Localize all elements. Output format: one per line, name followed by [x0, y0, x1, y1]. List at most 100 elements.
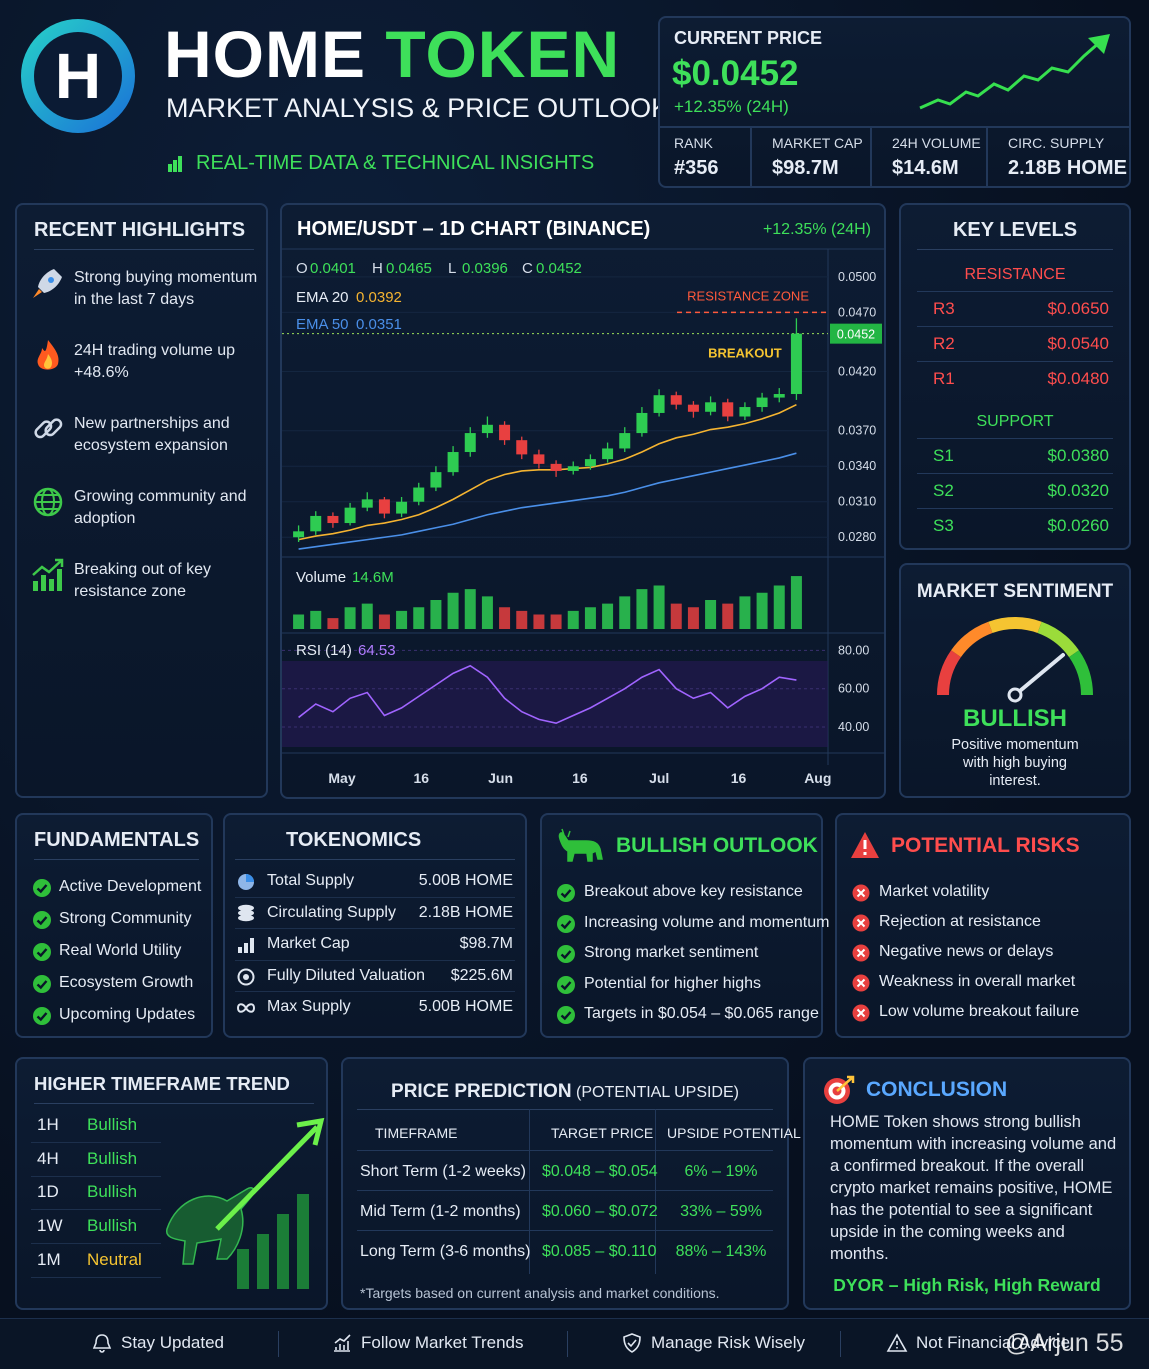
tokenomics-icon — [238, 904, 254, 921]
icon-check — [560, 889, 572, 899]
candle-body — [447, 452, 459, 473]
icon-bar — [244, 943, 248, 954]
gauge-arc — [937, 650, 962, 696]
icon-bar — [250, 938, 254, 954]
conclusion-tagline: DYOR – High Risk, High Reward — [833, 1275, 1101, 1295]
trend-bar — [277, 1214, 289, 1289]
bullish-item: Strong market sentiment — [584, 944, 759, 961]
trend-status: Bullish — [87, 1182, 138, 1202]
row-rule — [31, 1243, 161, 1245]
stat-divider — [986, 128, 988, 188]
coin-stack — [238, 909, 254, 916]
volume-bar — [790, 576, 802, 629]
candle-body — [499, 424, 511, 441]
check-icon — [557, 945, 575, 963]
gauge-arc — [951, 621, 993, 658]
icon-x — [856, 1008, 866, 1018]
row-rule — [357, 1150, 773, 1151]
icon-x — [856, 918, 866, 928]
ohlc-label: L — [448, 260, 456, 277]
tokenomics-panel: TOKENOMICS Total Supply 5.00B HOME Circulat… — [223, 813, 527, 1038]
footer-icon — [886, 1333, 908, 1352]
volume-bar — [481, 596, 493, 629]
highlight-icon — [33, 269, 62, 298]
candle-body — [550, 463, 562, 471]
candle-body — [653, 395, 665, 413]
risk-item: Weakness in overall market — [879, 973, 1076, 990]
trend-status: Neutral — [87, 1249, 142, 1269]
bullish-item: Breakout above key resistance — [584, 883, 803, 900]
title: HOME TOKEN — [164, 16, 620, 92]
row-rule — [235, 896, 515, 898]
link-ring — [44, 418, 63, 437]
highlight-icon — [32, 558, 64, 591]
check-icon — [557, 975, 575, 994]
level-value: $0.0480 — [1047, 369, 1109, 388]
chart-change: +12.35% (24H) — [763, 221, 871, 238]
prediction-timeframe: Short Term (1-2 weeks) — [360, 1163, 526, 1180]
trend-panel: HIGHER TIMEFRAME TREND 1H Bullish 4H Bullish… — [15, 1057, 328, 1310]
y-tick-label: 0.0370 — [838, 424, 876, 438]
x-tick-label: Jun — [488, 770, 513, 786]
trend-art — [165, 1117, 325, 1289]
stat-value: $14.6M — [892, 157, 959, 179]
level-rule — [917, 361, 1113, 362]
coin-stack — [238, 904, 254, 911]
icon-arrow — [32, 558, 64, 576]
rsi-tick-label: 60.00 — [838, 682, 869, 696]
price-change: +12.35% (24H) — [674, 97, 789, 116]
icon-circle — [33, 879, 51, 897]
icon-circle — [557, 884, 575, 902]
target-ring — [237, 968, 255, 986]
bell — [92, 1334, 112, 1353]
volume-bar — [378, 614, 390, 629]
row-rule — [31, 1276, 161, 1278]
candle-body — [481, 424, 493, 434]
stat-divider — [870, 128, 872, 188]
bullish-item: Targets in $0.054 – $0.065 range — [584, 1005, 819, 1022]
footer-divider — [278, 1331, 279, 1357]
row-rule — [357, 1190, 773, 1191]
row-rule — [235, 928, 515, 930]
risk-item: Rejection at resistance — [879, 913, 1041, 930]
price-card: CURRENT PRICE $0.0452 +12.35% (24H) RANK #35… — [658, 16, 1131, 188]
rsi-tick-label: 80.00 — [838, 643, 869, 657]
icon-bar — [178, 156, 182, 172]
volume-bar — [722, 603, 734, 629]
sparkline-line — [919, 40, 1101, 110]
candle-body — [619, 433, 631, 449]
row-rule — [31, 1175, 161, 1177]
trend-timeframe: 1M — [37, 1249, 61, 1269]
table-header: TARGET PRICE — [551, 1125, 654, 1141]
row-rule — [235, 991, 515, 993]
icon-check — [36, 1012, 48, 1022]
check-icon — [33, 943, 51, 961]
prediction-title-main: PRICE PREDICTION — [391, 1081, 572, 1102]
ema-name: EMA 20 — [296, 289, 349, 306]
level-rule — [917, 508, 1113, 509]
row-rule — [235, 959, 515, 961]
highlight-text: New partnerships and ecosystem expansion — [74, 415, 230, 454]
gauge-arc — [988, 617, 1042, 634]
rsi-line — [298, 664, 797, 725]
volume-bar — [327, 618, 339, 629]
highlight-icon — [33, 487, 63, 517]
tokenomics-icon — [238, 938, 254, 954]
y-tick-label: 0.0420 — [838, 365, 876, 379]
risk-item: Low volume breakout failure — [879, 1003, 1080, 1020]
candle-body — [396, 501, 408, 514]
prediction-target: $0.060 – $0.072 — [542, 1203, 658, 1220]
title-rule — [917, 249, 1113, 250]
price-label: CURRENT PRICE — [674, 28, 823, 48]
icon-bar — [57, 569, 62, 591]
gauge-arc — [1068, 650, 1093, 696]
sentiment-panel: MARKET SENTIMENT BULLISH Positive momentum… — [899, 563, 1131, 798]
x-tick-label: 16 — [731, 770, 747, 786]
rsi-tick-label: 40.00 — [838, 720, 869, 734]
fundamental-item: Strong Community — [59, 910, 192, 927]
ohlc-label: C — [522, 260, 533, 277]
trend-bar — [297, 1194, 309, 1289]
bullish-item: Potential for higher highs — [584, 974, 761, 992]
trend-arrow — [215, 1117, 325, 1231]
